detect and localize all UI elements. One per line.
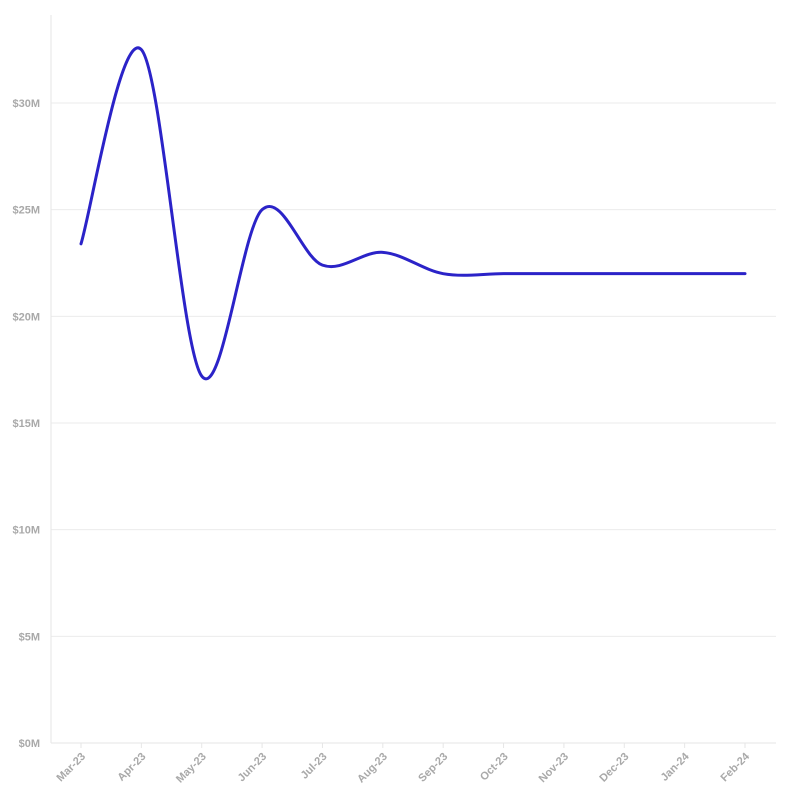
x-tick-label: Dec-23 xyxy=(597,751,631,785)
x-tick-label: Apr-23 xyxy=(115,751,148,784)
label-layer: $0M $5M $10M $15M $20M $25M $30M Mar-23 Apr-23 Ma… xyxy=(12,98,752,785)
x-tick-label: Oct-23 xyxy=(478,751,511,784)
y-tick-label: $5M xyxy=(19,631,40,643)
x-tick-label: Nov-23 xyxy=(537,751,571,785)
x-tick-label: Sep-23 xyxy=(416,751,450,785)
x-tick-label: Feb-24 xyxy=(719,750,753,784)
grid-layer xyxy=(51,102,776,637)
x-tick-label: Jan-24 xyxy=(659,750,693,784)
axis-layer xyxy=(50,15,776,748)
y-tick-label: $0M xyxy=(19,738,40,750)
x-tick-label: Aug-23 xyxy=(355,751,390,786)
x-tick-label: Mar-23 xyxy=(55,751,89,785)
y-tick-label: $30M xyxy=(12,98,40,110)
y-tick-label: $15M xyxy=(12,418,40,430)
series-line xyxy=(79,46,747,381)
x-tick-label: Jul-23 xyxy=(299,751,330,782)
series-layer xyxy=(79,46,747,381)
x-tick-label: May-23 xyxy=(174,751,209,786)
y-tick-label: $20M xyxy=(12,311,40,323)
y-tick-label: $25M xyxy=(12,205,40,217)
x-tick-label: Jun-23 xyxy=(236,751,270,785)
y-tick-label: $10M xyxy=(12,525,40,537)
